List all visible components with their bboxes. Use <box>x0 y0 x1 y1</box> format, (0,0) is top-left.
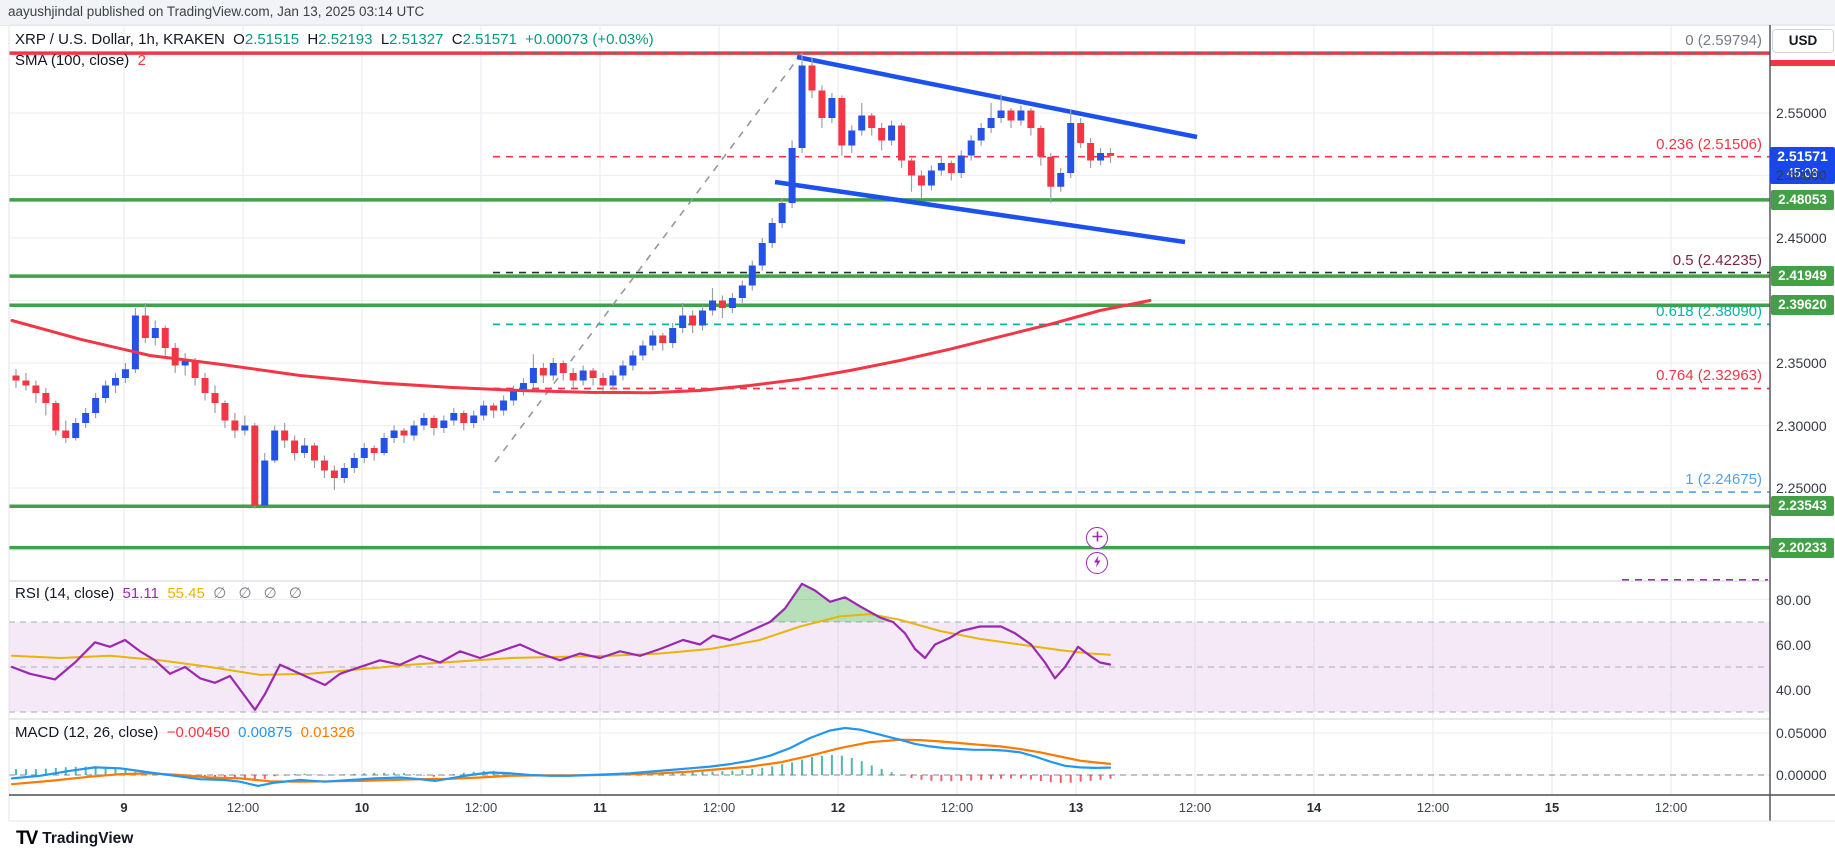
last-price-tag: 2.51571 45:08 <box>1770 147 1835 184</box>
published-byline: aayushjindal published on TradingView.co… <box>8 4 425 19</box>
rsi-axis-label: 40.00 <box>1776 682 1812 698</box>
lightning-icon <box>1093 555 1100 568</box>
close-value: 2.51571 <box>462 31 517 48</box>
open-label: O <box>233 31 245 48</box>
time-axis-label[interactable]: 12:00 <box>226 800 260 815</box>
plus-icon <box>1092 531 1102 542</box>
change-value: +0.00073 (+0.03%) <box>525 31 654 48</box>
fib-level-label: 0.236 (2.51506) <box>1656 136 1762 153</box>
price-axis-label: 2.30000 <box>1776 418 1827 434</box>
time-axis-label[interactable]: 14 <box>1306 800 1322 815</box>
tradingview-logo-icon: TV <box>16 828 38 849</box>
symbol-legend: XRP / U.S. Dollar, 1h, KRAKEN O2.51515 H… <box>15 31 654 48</box>
rsi-value: 51.11 <box>122 585 159 602</box>
sma-label: SMA (100, close) <box>15 52 130 69</box>
rsi-axis-label: 60.00 <box>1776 637 1812 653</box>
fib-level-label: 0.5 (2.42235) <box>1672 252 1762 269</box>
fib-level-label: 0 (2.59794) <box>1685 32 1762 49</box>
high-value: 2.52193 <box>318 31 373 48</box>
time-axis-label[interactable]: 10 <box>354 800 370 815</box>
fib-level-label: 0.618 (2.38090) <box>1656 303 1762 320</box>
low-value: 2.51327 <box>389 31 444 48</box>
currency-toggle-button[interactable]: USD <box>1772 29 1834 53</box>
price-axis-label: 2.50000 <box>1776 167 1827 183</box>
macd-label: MACD (12, 26, close) <box>15 724 159 741</box>
last-price-value: 2.51571 <box>1777 148 1828 164</box>
rsi-ma-value: 55.45 <box>167 585 205 602</box>
price-axis-label: 2.55000 <box>1776 105 1827 121</box>
time-axis-label[interactable]: 13 <box>1068 800 1084 815</box>
price-axis-label: 2.25000 <box>1776 480 1827 496</box>
high-label: H <box>307 31 319 48</box>
low-label: L <box>380 31 390 48</box>
macd-legend: MACD (12, 26, close) −0.00450 0.00875 0.… <box>15 724 355 741</box>
fib-level-label: 1 (2.24675) <box>1685 471 1762 488</box>
close-label: C <box>451 31 463 48</box>
time-axis-label[interactable]: 12:00 <box>1416 800 1450 815</box>
macd-line-value: 0.00875 <box>238 724 293 741</box>
tradingview-brand[interactable]: TV TradingView <box>16 828 133 850</box>
bar-countdown: 45:08 <box>1786 166 1819 180</box>
support-level-tag: 2.41949 <box>1771 266 1834 286</box>
time-axis-label[interactable]: 12 <box>830 800 846 815</box>
rsi-label: RSI (14, close) <box>15 585 115 602</box>
time-axis-label[interactable]: 12:00 <box>1178 800 1212 815</box>
add-order-button[interactable] <box>1086 527 1108 549</box>
time-axis-label[interactable]: 12:00 <box>702 800 736 815</box>
alert-button[interactable] <box>1086 552 1108 574</box>
support-level-tag: 2.23543 <box>1771 496 1834 516</box>
sma-value: 2 <box>137 52 146 69</box>
support-level-tag: 2.39620 <box>1771 295 1834 315</box>
fib-level-label: 0.764 (2.32963) <box>1656 367 1762 384</box>
symbol-title: XRP / U.S. Dollar, 1h, KRAKEN <box>15 31 225 48</box>
rsi-legend: RSI (14, close) 51.11 55.45 ∅ ∅ ∅ ∅ <box>15 584 306 602</box>
time-axis-label[interactable]: 12:00 <box>464 800 498 815</box>
time-axis-label[interactable]: 11 <box>593 800 607 815</box>
price-axis-label: 2.35000 <box>1776 355 1827 371</box>
sma-legend: SMA (100, close) 2 <box>15 52 146 69</box>
rsi-axis-label: 80.00 <box>1776 592 1812 608</box>
rsi-empty-values: ∅ ∅ ∅ ∅ <box>213 585 306 602</box>
time-axis-label[interactable]: 12:00 <box>940 800 974 815</box>
time-axis-label[interactable]: 9 <box>120 800 128 815</box>
macd-axis-label: 0.00000 <box>1776 767 1827 783</box>
price-axis-label: 2.45000 <box>1776 230 1827 246</box>
macd-axis-label: 0.05000 <box>1776 725 1827 741</box>
time-axis-label[interactable]: 15 <box>1544 800 1560 815</box>
macd-signal-value: 0.01326 <box>300 724 355 741</box>
time-axis-label[interactable]: 12:00 <box>1654 800 1688 815</box>
open-value: 2.51515 <box>244 31 300 48</box>
support-level-tag: 2.48053 <box>1771 190 1834 210</box>
macd-hist-value: −0.00450 <box>166 724 230 741</box>
tradingview-brand-name: TradingView <box>42 830 134 847</box>
support-level-tag: 2.20233 <box>1771 538 1834 558</box>
